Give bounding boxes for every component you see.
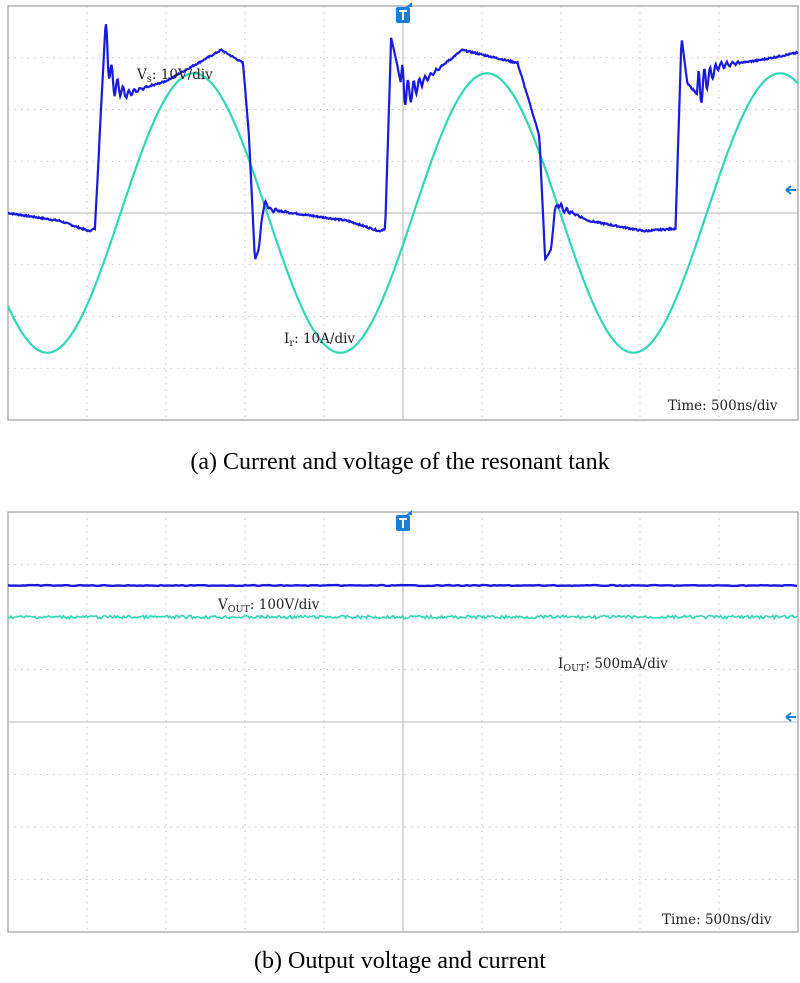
ir-label: Ir: 10A/div bbox=[284, 331, 355, 349]
trigger-marker-tip bbox=[406, 510, 412, 515]
current-trace-ir bbox=[6, 72, 799, 354]
scope-a-grid bbox=[8, 6, 798, 420]
trigger-marker-icon bbox=[396, 2, 412, 23]
time-scale-label-b: Time: 500ns/div bbox=[662, 912, 772, 928]
voltage-trace-vout bbox=[7, 583, 798, 588]
vs-label: Vs: 10V/div bbox=[136, 67, 213, 85]
level-arrow-icon bbox=[785, 185, 796, 195]
trigger-marker-icon bbox=[396, 510, 412, 531]
vout-label: VOUT: 100V/div bbox=[217, 597, 320, 615]
caption-b: (b) Output voltage and current bbox=[254, 948, 546, 974]
level-arrow-icon bbox=[785, 712, 796, 722]
caption-a: (a) Current and voltage of the resonant … bbox=[190, 449, 610, 475]
current-trace-iout bbox=[7, 613, 798, 621]
trigger-marker-tip bbox=[406, 2, 412, 7]
level-arrow-shape bbox=[785, 712, 796, 722]
iout-label: IOUT: 500mA/div bbox=[558, 656, 668, 674]
trigger-marker-glyph bbox=[399, 518, 407, 528]
voltage-trace-vs bbox=[8, 24, 799, 262]
scope-a-plot: Vs: 10V/div Ir: 10A/div Time: 500ns/div bbox=[6, 2, 799, 421]
scope-b-grid bbox=[8, 512, 798, 932]
trigger-marker-glyph bbox=[399, 10, 407, 20]
scope-b-plot: VOUT: 100V/div IOUT: 500mA/div Time: 500… bbox=[7, 510, 799, 933]
time-scale-label-a: Time: 500ns/div bbox=[668, 398, 778, 414]
scope-panel-a: Vs: 10V/div Ir: 10A/div Time: 500ns/div bbox=[0, 0, 800, 425]
scope-panel-b: VOUT: 100V/div IOUT: 500mA/div Time: 500… bbox=[0, 508, 800, 938]
level-arrow-shape bbox=[785, 185, 796, 195]
